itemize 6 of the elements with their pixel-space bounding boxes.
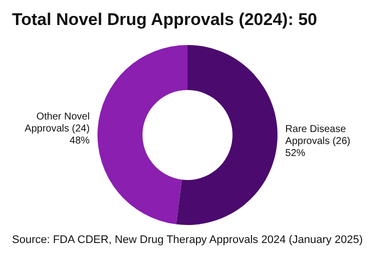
source-note: Source: FDA CDER, New Drug Therapy Approvals 2024 (January 2025) xyxy=(12,234,363,246)
chart-title: Total Novel Drug Approvals (2024): 50 xyxy=(12,10,318,30)
data-label: 52% xyxy=(285,148,306,159)
data-label: 48% xyxy=(70,136,90,147)
slice-label: Rare Disease Approvals (26) xyxy=(285,124,350,147)
slice-label: Other Novel Approvals (24) xyxy=(24,112,90,135)
